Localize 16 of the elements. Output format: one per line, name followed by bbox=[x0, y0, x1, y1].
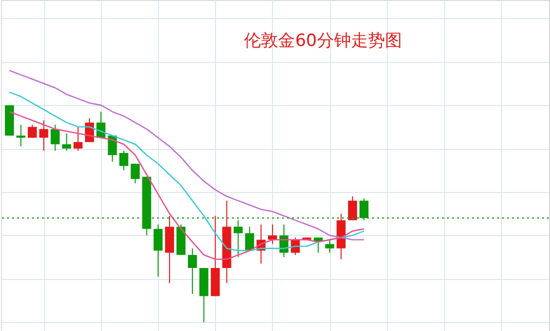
candlestick bbox=[16, 124, 26, 147]
candlestick bbox=[130, 163, 140, 184]
candlestick bbox=[234, 220, 243, 258]
candlestick bbox=[188, 248, 197, 294]
candlestick bbox=[325, 239, 334, 254]
candlestick bbox=[50, 124, 60, 152]
candlestick bbox=[154, 224, 163, 278]
chart-title: 伦敦金60分钟走势图 bbox=[244, 31, 402, 51]
candlestick bbox=[62, 132, 72, 152]
candlestick bbox=[245, 226, 254, 252]
candlestick bbox=[74, 126, 83, 152]
candlestick bbox=[39, 120, 48, 152]
candlestick bbox=[119, 150, 128, 171]
candlestick bbox=[28, 124, 37, 138]
candlestick bbox=[359, 198, 368, 221]
candlestick bbox=[348, 196, 358, 221]
